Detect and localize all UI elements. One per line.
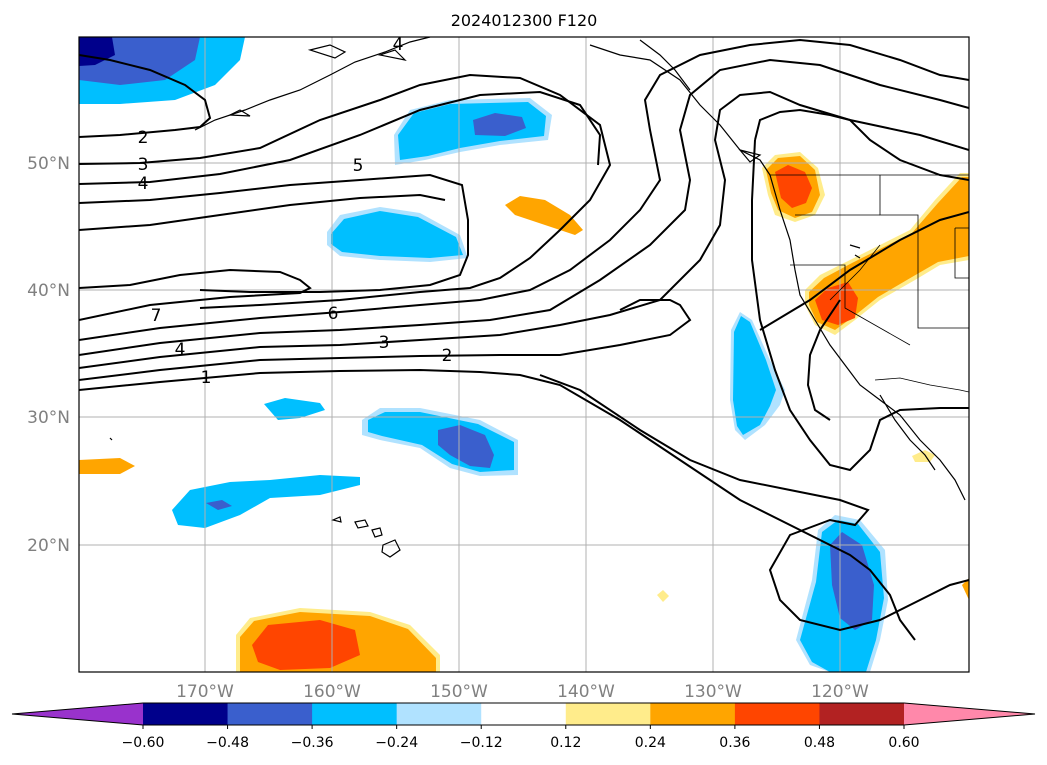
colorbar-segment: [227, 703, 313, 725]
contour-label: 3: [379, 333, 390, 353]
contour-label: 2: [138, 128, 149, 148]
colorbar-segment: [819, 703, 905, 725]
lat-label: 50°N: [27, 154, 70, 174]
hawaii-islands: [331, 516, 401, 558]
lat-label: 40°N: [27, 281, 70, 301]
colorbar-segment: [734, 703, 820, 725]
colorbar-segment: [396, 703, 482, 725]
lon-label: 140°W: [557, 682, 615, 702]
shade-south-core: [252, 620, 360, 670]
map-area: 4 2 3 4 5 7 6 4 3 2 1: [79, 35, 969, 672]
lon-label: 160°W: [303, 682, 361, 702]
colorbar-tick-label: −0.24: [375, 735, 418, 751]
coastlines: [109, 37, 966, 558]
lon-label: 170°W: [176, 682, 234, 702]
lon-labels: 170°W 160°W 150°W 140°W 130°W 120°W: [176, 682, 869, 702]
contour-label: 5: [353, 156, 364, 176]
colorbar-tick-label: −0.36: [291, 735, 334, 751]
colorbar-extend-low: [12, 703, 143, 725]
bc-coast: [589, 44, 966, 501]
shaded-fields: [79, 37, 969, 672]
lon-label: 150°W: [430, 682, 488, 702]
shade-cp: [331, 211, 463, 258]
colorbar-tick-label: −0.48: [206, 735, 249, 751]
gridlines: [79, 37, 969, 672]
colorbar-segment: [143, 703, 229, 725]
contour-label: 4: [138, 174, 149, 194]
shade-25n-core: [206, 500, 232, 510]
contour-label: 1: [201, 368, 212, 388]
baja-coast: [879, 394, 936, 471]
colorbar-extend-high: [904, 703, 1035, 725]
colorbar-tick-label: 0.12: [550, 735, 581, 751]
lat-label: 20°N: [27, 536, 70, 556]
colorbar-tick-label: 0.36: [719, 735, 750, 751]
colorbar-tick-label: 0.60: [888, 735, 919, 751]
shade-se-core: [830, 532, 874, 630]
colorbar-tick-label: −0.60: [122, 735, 165, 751]
colorbar-segment: [481, 703, 567, 725]
contour-labels: 4 2 3 4 5 7 6 4 3 2 1: [138, 35, 453, 388]
contour-label: 4: [175, 340, 186, 360]
shade-wc: [733, 316, 776, 435]
us-mexico-border: [874, 377, 969, 393]
contours: [79, 38, 969, 641]
shade-25n: [172, 475, 360, 528]
colorbar-tick-label: 0.48: [804, 735, 835, 751]
lon-label: 130°W: [684, 682, 742, 702]
shade-gulf-core: [473, 113, 526, 136]
map-frame: [78, 36, 970, 673]
borders: [770, 174, 969, 393]
colorbar: −0.60 −0.48 −0.36 −0.24 −0.12 0.12 0.24 0.36 0.4…: [11, 702, 1036, 751]
shade-west-pos: [79, 458, 135, 474]
lon-label: 120°W: [811, 682, 869, 702]
contour-label: 4: [393, 35, 404, 55]
contour-label: 3: [138, 155, 149, 175]
contour-label: 2: [442, 346, 453, 366]
shade-spot-hawaii: [657, 590, 669, 602]
colorbar-tick-label: −0.12: [460, 735, 503, 751]
colorbar-segment: [650, 703, 736, 725]
map-title: 2024012300 F120: [451, 11, 598, 30]
colorbar-segment: [312, 703, 398, 725]
shade-30n-core: [438, 425, 494, 468]
shade-spot-baja: [912, 450, 935, 462]
lat-labels: 50°N 40°N 30°N 20°N: [27, 154, 70, 556]
colorbar-segment: [565, 703, 651, 725]
shade-pnw-core: [775, 165, 812, 208]
lat-label: 30°N: [27, 408, 70, 428]
contour-label: 7: [151, 306, 162, 326]
shade-spot-east: [962, 578, 969, 600]
contour-label: 6: [328, 304, 339, 324]
shade-small-30n: [264, 398, 325, 420]
colorbar-tick-label: 0.24: [635, 735, 666, 751]
